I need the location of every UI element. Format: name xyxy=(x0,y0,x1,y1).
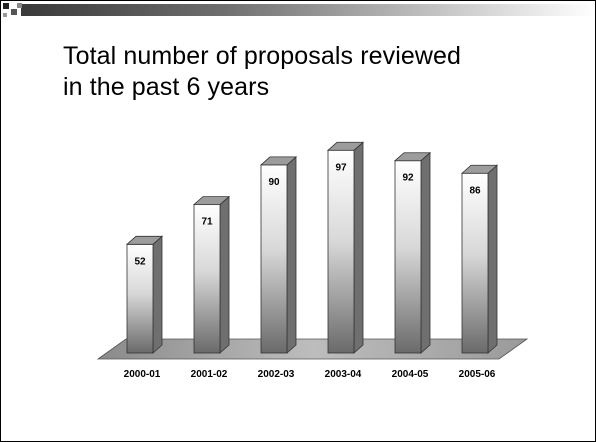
bar-side xyxy=(420,151,431,354)
bar-front xyxy=(193,204,221,354)
data-label-2000-01: 52 xyxy=(134,256,146,267)
x-tick-2002-03: 2002-03 xyxy=(258,369,295,380)
bar-2002-03: 90 xyxy=(259,156,298,354)
bar-front xyxy=(394,160,422,354)
data-label-2005-06: 86 xyxy=(469,185,481,196)
bar-top xyxy=(125,235,164,245)
data-label-2001-02: 71 xyxy=(201,217,213,228)
bar-front xyxy=(260,164,288,354)
bar-2004-05: 92 xyxy=(393,151,432,354)
x-tick-2000-01: 2000-01 xyxy=(124,369,161,380)
bar-front xyxy=(126,243,154,354)
bar-side xyxy=(286,156,297,354)
slide-title-line-1: Total number of proposals reviewed xyxy=(63,42,462,70)
x-tick-2003-04: 2003-04 xyxy=(325,369,362,380)
bar-front xyxy=(461,172,489,354)
bar-side xyxy=(152,235,163,354)
data-label-2003-04: 97 xyxy=(335,162,347,173)
data-label-2004-05: 92 xyxy=(402,173,414,184)
bar-top xyxy=(192,196,231,206)
bar-top xyxy=(326,141,365,151)
x-tick-2005-06: 2005-06 xyxy=(459,369,496,380)
bar-2003-04: 97 xyxy=(326,141,365,354)
slide-title: Total number of proposals reviewed in th… xyxy=(63,41,563,103)
bar-2005-06: 86 xyxy=(460,164,499,354)
x-tick-2004-05: 2004-05 xyxy=(392,369,429,380)
bar-2001-02: 71 xyxy=(192,195,231,354)
x-tick-2001-02: 2001-02 xyxy=(191,369,228,380)
bar-side xyxy=(487,164,498,354)
data-label-2002-03: 90 xyxy=(268,177,280,188)
bar-top xyxy=(259,156,298,166)
bar-side xyxy=(219,195,230,354)
bar-2000-01: 52 xyxy=(125,235,164,354)
bar-front xyxy=(327,149,355,354)
slide-title-line-2: in the past 6 years xyxy=(63,73,270,101)
bar-top xyxy=(393,152,432,162)
bar-side xyxy=(353,141,364,354)
title-decoration-band xyxy=(3,3,595,17)
bar-top xyxy=(460,164,499,174)
